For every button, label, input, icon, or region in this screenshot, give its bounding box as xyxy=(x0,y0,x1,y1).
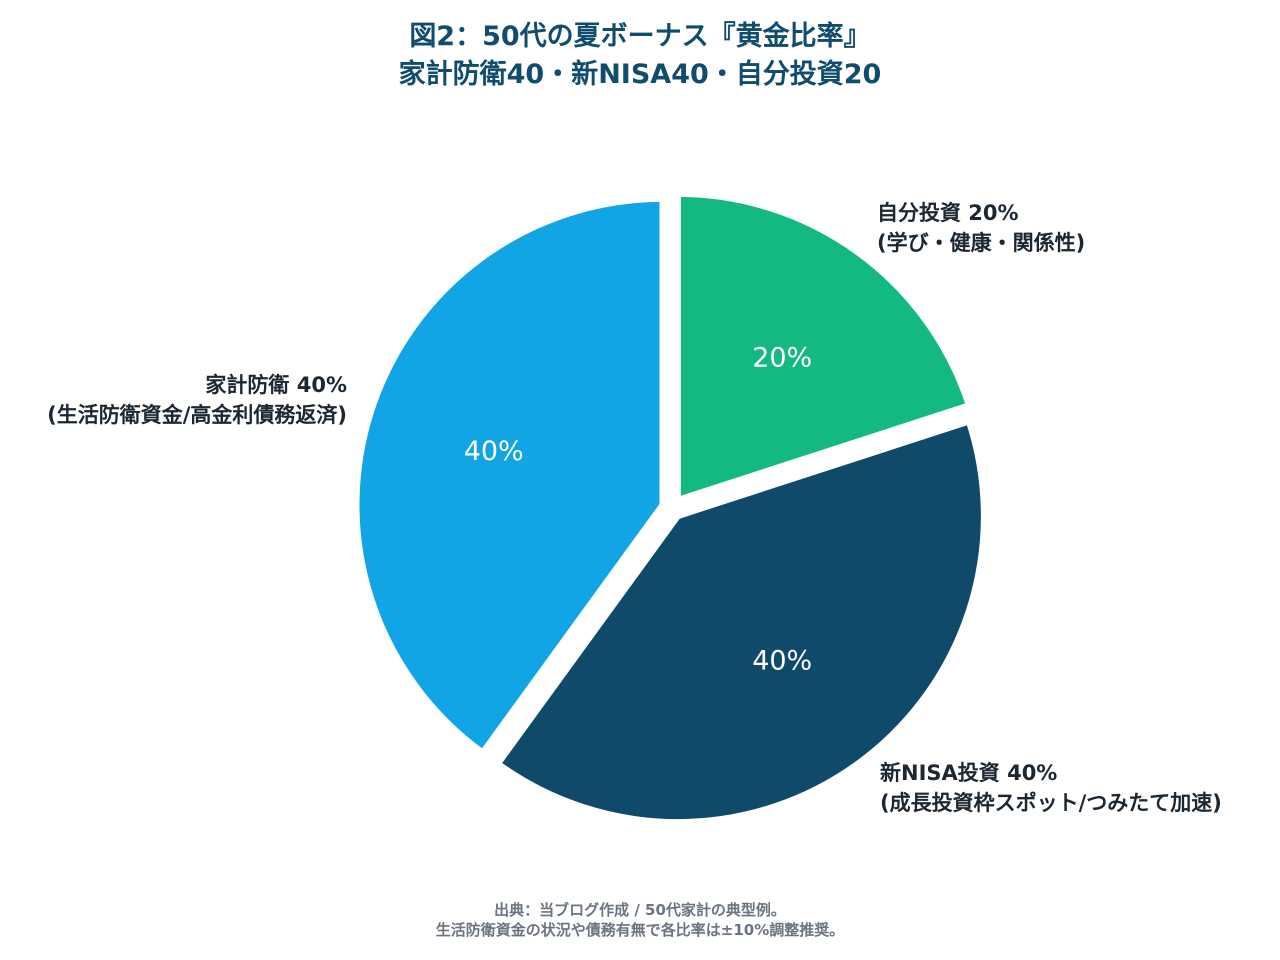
chart-title-line1: 図2：50代の夏ボーナス『黄金比率』 xyxy=(409,21,871,52)
slice-label-2-line1: 新NISA投資 40% xyxy=(880,761,1057,785)
slice-label-3-line1: 家計防衛 40% xyxy=(205,373,347,397)
chart-footer: 出典：当ブログ作成 / 50代家計の典型例。 生活防衛資金の状況や債務有無で各比… xyxy=(0,900,1280,940)
chart-title: 図2：50代の夏ボーナス『黄金比率』 家計防衛40・新NISA40・自分投資20 xyxy=(0,18,1280,94)
footer-line1: 出典：当ブログ作成 / 50代家計の典型例。 xyxy=(494,901,786,919)
slice-percent-label-1: 20% xyxy=(752,342,812,373)
pie-slice-2 xyxy=(495,418,987,826)
slice-label-2-line2: (成長投資枠スポット/つみたて加速) xyxy=(880,791,1222,815)
slice-percent-label-3: 40% xyxy=(464,436,524,467)
slice-label-3-line2: (生活防衛資金/高金利債務返済) xyxy=(47,403,347,427)
slice-percent-label-2: 40% xyxy=(752,646,812,677)
pie-slice-3 xyxy=(353,195,666,756)
slice-label-1-line2: (学び・健康・関係性) xyxy=(877,231,1085,255)
chart-title-line2: 家計防衛40・新NISA40・自分投資20 xyxy=(398,59,882,90)
slice-label-1-line1: 自分投資 20% xyxy=(877,201,1019,225)
footer-line2: 生活防衛資金の状況や債務有無で各比率は±10%調整推奨。 xyxy=(435,921,845,939)
pie-slice-1 xyxy=(674,190,972,503)
